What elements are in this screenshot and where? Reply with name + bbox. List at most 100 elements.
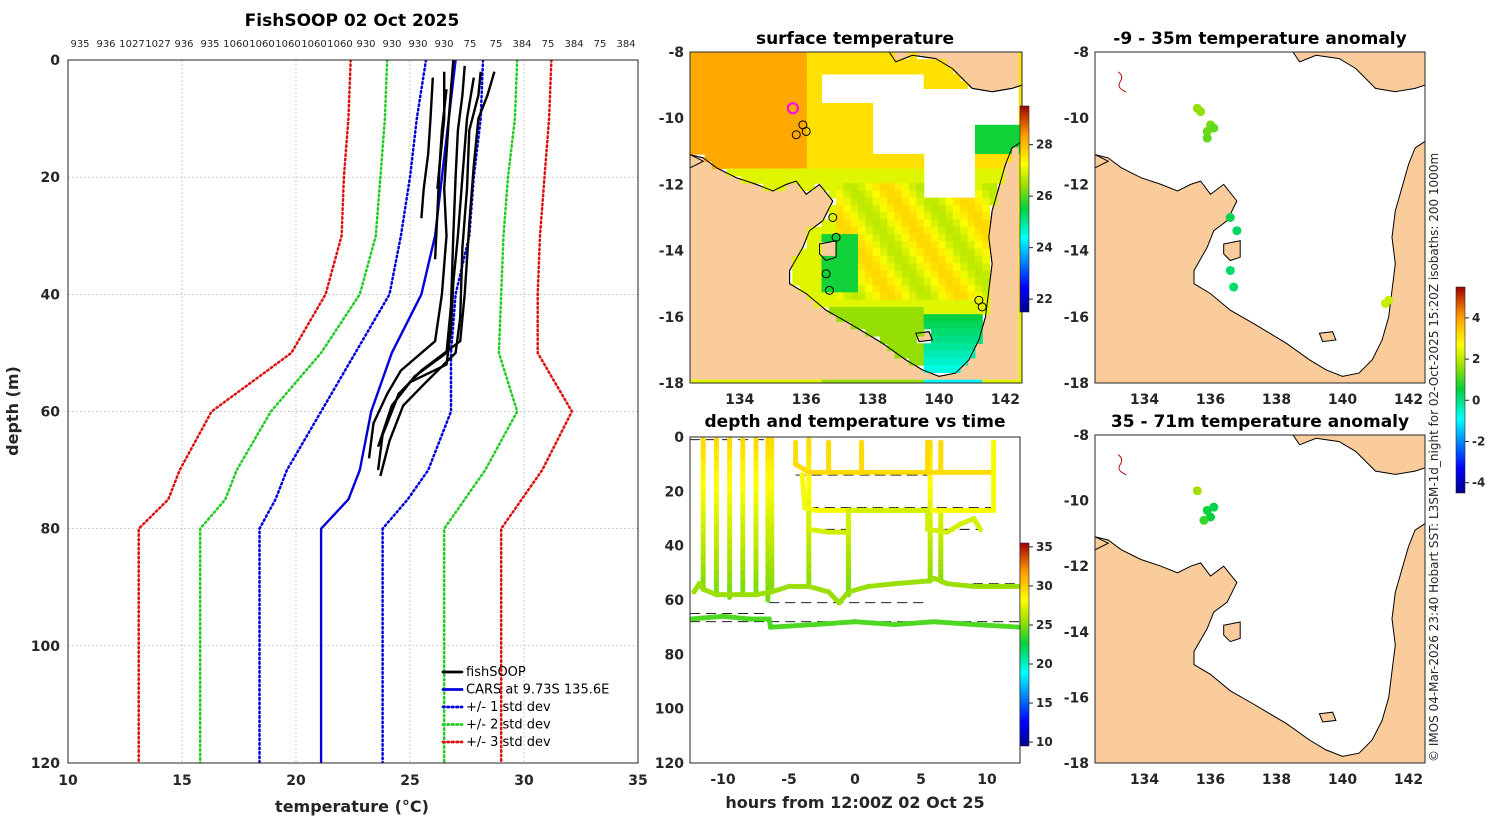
sst-cell — [850, 219, 859, 228]
sst-cell — [806, 255, 815, 264]
sst-cell — [814, 379, 823, 383]
sst-cell — [697, 124, 706, 133]
sst-cell — [785, 95, 793, 104]
sst-current-station — [786, 102, 799, 115]
sst-cell — [836, 204, 844, 213]
sst-cell — [952, 197, 961, 206]
sst-cell — [887, 183, 896, 191]
sst-cell — [843, 132, 852, 140]
sst-cell — [894, 190, 903, 199]
sst-cell — [1004, 139, 1012, 148]
sst-cell — [836, 175, 844, 184]
sst-cell — [850, 234, 859, 242]
sst-cell — [850, 146, 859, 155]
profile-top-tick: 75 — [490, 39, 503, 50]
sst-cell — [865, 255, 874, 264]
anomaly-deep-x-ticks: 134 136 138 140 142 — [1130, 772, 1423, 788]
sst-cell — [1018, 328, 1022, 337]
profile-top-tick: 935 — [70, 39, 89, 50]
sst-cell — [945, 234, 954, 242]
sst-cell — [806, 153, 815, 162]
sst-cell — [909, 314, 917, 323]
sst-cell — [792, 277, 801, 286]
sst-cell — [960, 270, 969, 279]
sst-cell — [858, 110, 866, 119]
sst-cell — [909, 161, 917, 170]
sst-cell — [982, 241, 991, 250]
sst-cell — [865, 219, 874, 228]
sst-cell — [879, 59, 888, 68]
sst-cell — [1018, 321, 1022, 330]
sst-cell — [872, 183, 881, 191]
sst-cell — [865, 146, 874, 155]
sst-cell — [799, 175, 808, 184]
sst-cell — [814, 66, 823, 75]
sst-cell — [719, 73, 728, 82]
fishsoop-profile — [376, 77, 475, 448]
sst-cell — [726, 161, 735, 170]
sst-cell — [836, 306, 844, 315]
sst-cell — [901, 306, 910, 315]
time-series-y-ticks: 0 20 40 60 80 100 120 — [655, 430, 684, 772]
sst-cell — [836, 219, 844, 228]
sst-colorbar-label: 28 — [1036, 138, 1053, 152]
sst-cell — [690, 103, 698, 111]
anomaly-shallow-point — [1225, 265, 1235, 275]
sst-cell — [909, 226, 917, 235]
sst-cell — [901, 336, 910, 344]
sst-cell — [865, 226, 874, 235]
sst-cell — [792, 146, 801, 155]
time-series-y-tick: 60 — [665, 593, 685, 609]
sst-cell — [894, 343, 903, 352]
sst-cell — [719, 117, 728, 126]
sst-cell — [938, 73, 947, 82]
sst-cell — [806, 183, 815, 191]
sst-cell — [836, 292, 844, 301]
sst-cell — [945, 270, 954, 279]
sst-cell — [814, 255, 823, 264]
sst-cell — [719, 153, 728, 162]
sst-y-ticks: -8 -10 -12 -14 -16 -18 — [659, 45, 685, 392]
sst-cell — [967, 277, 976, 286]
sst-cell — [755, 153, 764, 162]
sst-cell — [960, 321, 969, 330]
sst-cell — [828, 204, 837, 213]
sst-cell — [799, 153, 808, 162]
sst-cell — [901, 255, 910, 264]
sst-cell — [836, 132, 844, 140]
sst-cell — [945, 263, 954, 272]
sst-cell — [748, 161, 757, 170]
sst-cell — [916, 263, 925, 272]
sst-cell — [945, 350, 954, 359]
sst-cell — [711, 153, 720, 162]
sst-cell — [704, 153, 713, 162]
sst-cell — [974, 263, 983, 272]
sst-cell — [945, 73, 954, 82]
sst-cell — [952, 328, 961, 337]
time-series-track-point — [977, 526, 984, 533]
sst-cell — [931, 379, 939, 383]
sst-cell — [982, 153, 991, 162]
sst-cell — [982, 183, 991, 191]
sst-cell — [850, 110, 859, 119]
sst-cell — [828, 124, 837, 133]
sst-cell — [836, 248, 844, 257]
sst-cell — [982, 277, 991, 286]
sst-cell — [806, 81, 815, 89]
sst-cell — [982, 212, 991, 221]
sst-cell — [923, 219, 932, 228]
sst-cell — [887, 314, 896, 323]
sst-cell — [711, 117, 720, 126]
sst-cell — [777, 103, 786, 111]
sst-cell — [996, 161, 1005, 170]
sst-cell — [726, 88, 735, 97]
legend-label: CARS at 9.73S 135.6E — [466, 683, 609, 698]
sst-cell — [945, 379, 954, 383]
sst-cell — [850, 168, 859, 177]
sst-cell — [887, 59, 896, 68]
time-series-track-point — [991, 439, 997, 445]
sst-cell — [974, 321, 983, 330]
sst-cell — [909, 277, 917, 286]
sst-cell — [792, 52, 801, 60]
profile-y-ticks: 0 20 40 60 80 100 120 — [31, 53, 60, 772]
